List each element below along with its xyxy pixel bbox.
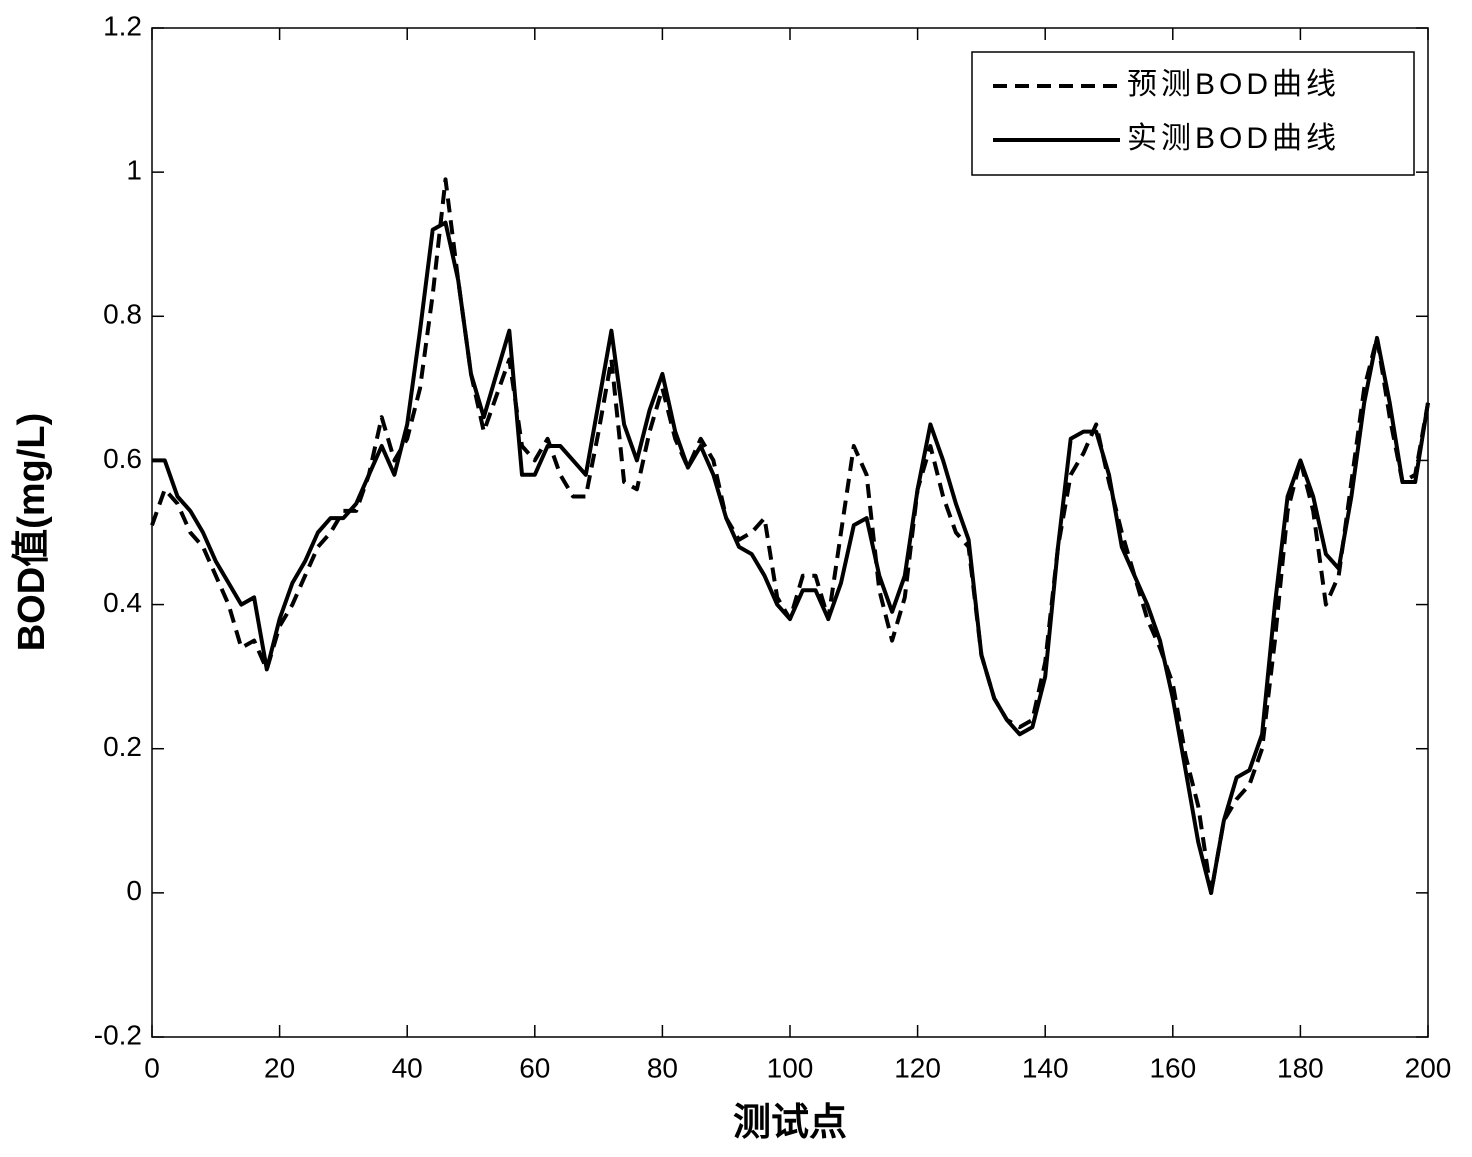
- legend-label: 预测BOD曲线: [1127, 68, 1340, 101]
- y-tick-label: 1: [126, 155, 142, 186]
- x-tick-label: 160: [1149, 1052, 1196, 1083]
- legend-box: [971, 51, 1415, 176]
- x-tick-label: 200: [1405, 1052, 1452, 1083]
- y-axis-label: BOD值(mg/L): [11, 413, 53, 652]
- y-tick-label: 0.8: [103, 299, 142, 330]
- y-tick-label: -0.2: [94, 1019, 142, 1050]
- y-tick-label: 0.4: [103, 587, 142, 618]
- x-tick-label: 80: [647, 1052, 678, 1083]
- x-tick-label: 20: [264, 1052, 295, 1083]
- x-tick-label: 60: [519, 1052, 550, 1083]
- x-tick-label: 0: [144, 1052, 160, 1083]
- plot-frame: [151, 27, 1429, 1038]
- y-tick-label: 0: [126, 875, 142, 906]
- x-tick-label: 140: [1022, 1052, 1069, 1083]
- x-tick-label: 120: [894, 1052, 941, 1083]
- data-line: [150, 177, 1430, 895]
- data-line: [152, 220, 1430, 895]
- y-tick-label: 0.2: [103, 731, 142, 762]
- y-tick-label: 0.6: [103, 443, 142, 474]
- x-tick-label: 40: [392, 1052, 423, 1083]
- y-tick-label: 1.2: [103, 10, 142, 41]
- legend-label: 实测BOD曲线: [1127, 122, 1340, 155]
- x-axis-label: 测试点: [733, 1102, 847, 1144]
- x-tick-label: 100: [767, 1052, 814, 1083]
- x-tick-label: 180: [1277, 1052, 1324, 1083]
